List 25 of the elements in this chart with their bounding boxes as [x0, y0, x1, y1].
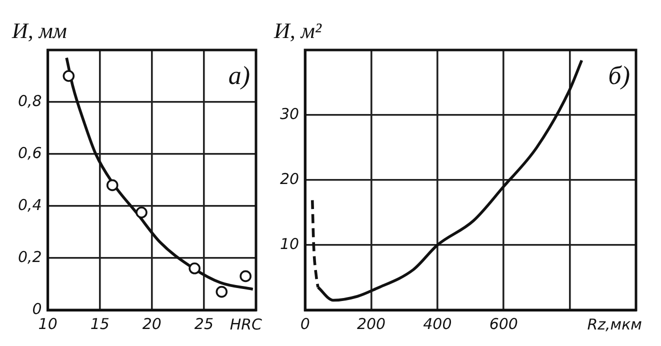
x-tick-label: 400	[423, 314, 452, 333]
point	[106, 179, 118, 192]
y-tick-label: 0,8	[18, 92, 42, 110]
annotation: а)	[228, 60, 250, 90]
y-tick-label: 0,2	[18, 248, 42, 266]
y-axis-title: И, мм	[11, 18, 67, 43]
annotation: б)	[608, 60, 630, 90]
point	[188, 262, 200, 274]
y-tick-label: 30	[280, 104, 300, 123]
x-tick-label: 15	[90, 314, 110, 333]
y-tick-label: 0,4	[18, 196, 42, 214]
y-tick-label: 20	[280, 170, 300, 188]
y-axis-title: И, м²	[273, 18, 322, 43]
point	[136, 206, 148, 218]
point	[62, 70, 75, 82]
y-tick-label: 0,6	[18, 144, 42, 162]
x-axis-title: Rz,мкм	[587, 315, 642, 334]
y-tick-label: 10	[280, 234, 300, 253]
x-tick-label: 20	[142, 314, 162, 333]
x-tick-label: 200	[356, 314, 386, 333]
x-axis-title: HRC	[230, 315, 263, 334]
point	[216, 286, 228, 298]
x-tick-label: 25	[194, 314, 214, 333]
point	[240, 270, 252, 282]
x-tick-label: 600	[489, 314, 518, 333]
